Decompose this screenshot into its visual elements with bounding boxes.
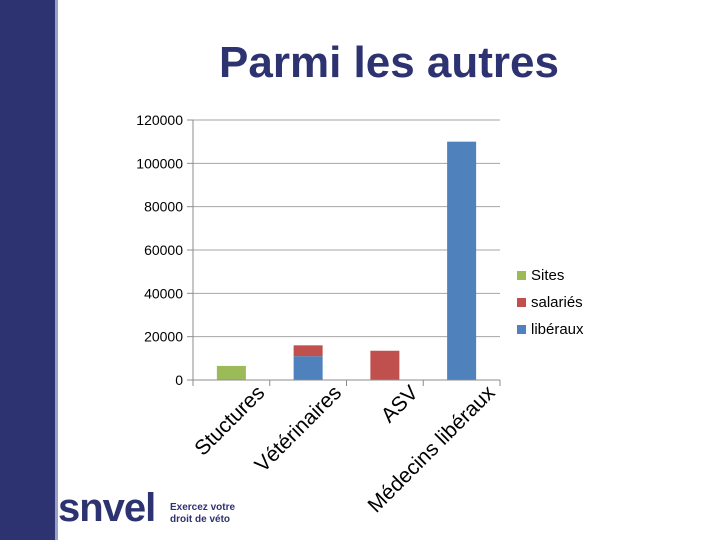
y-tick-label: 40000 bbox=[144, 285, 183, 301]
bars bbox=[216, 141, 477, 380]
x-tick-label: Stuctures bbox=[190, 381, 269, 460]
y-tick-label: 80000 bbox=[144, 199, 183, 215]
axes bbox=[192, 120, 501, 386]
y-tick-label: 20000 bbox=[144, 329, 183, 345]
slide-title: Parmi les autres bbox=[219, 38, 559, 87]
x-tick-label: Médecins libéraux bbox=[364, 381, 500, 517]
y-tick-label: 100000 bbox=[136, 155, 183, 171]
legend-swatch-sites bbox=[517, 271, 526, 280]
legend-label-salaries: salariés bbox=[531, 294, 583, 311]
y-tick-labels: 0 20000 40000 60000 80000 100000 120000 bbox=[136, 112, 183, 388]
y-tick-label: 60000 bbox=[144, 242, 183, 258]
bar-salaries-asv bbox=[370, 350, 400, 380]
logo-tagline: Exercez votre droit de véto bbox=[170, 502, 280, 526]
x-tick-label: ASV bbox=[377, 381, 423, 427]
legend-swatch-liberaux bbox=[517, 325, 526, 334]
bar-salaries-veterinaires bbox=[293, 345, 323, 357]
legend-label-sites: Sites bbox=[531, 267, 564, 284]
logo-tagline-line1: Exercez votre bbox=[170, 502, 236, 513]
legend-label-liberaux: libéraux bbox=[531, 321, 584, 338]
logo-tagline-line2: droit de véto bbox=[170, 514, 231, 525]
bar-sites-stuctures bbox=[216, 365, 246, 380]
legend: Sites salariés libéraux bbox=[517, 267, 584, 338]
logo-wordmark: snvel bbox=[58, 486, 156, 530]
y-tick-label: 0 bbox=[175, 372, 183, 388]
sidebar-band bbox=[0, 0, 55, 540]
y-tick-label: 120000 bbox=[136, 112, 183, 128]
legend-swatch-salaries bbox=[517, 298, 526, 307]
snvel-logo: snvel Exercez votre droit de véto bbox=[58, 478, 278, 540]
bar-liberaux-medecins-liberaux bbox=[447, 141, 477, 380]
sidebar-divider bbox=[55, 0, 58, 540]
bar-liberaux-veterinaires bbox=[293, 356, 323, 380]
